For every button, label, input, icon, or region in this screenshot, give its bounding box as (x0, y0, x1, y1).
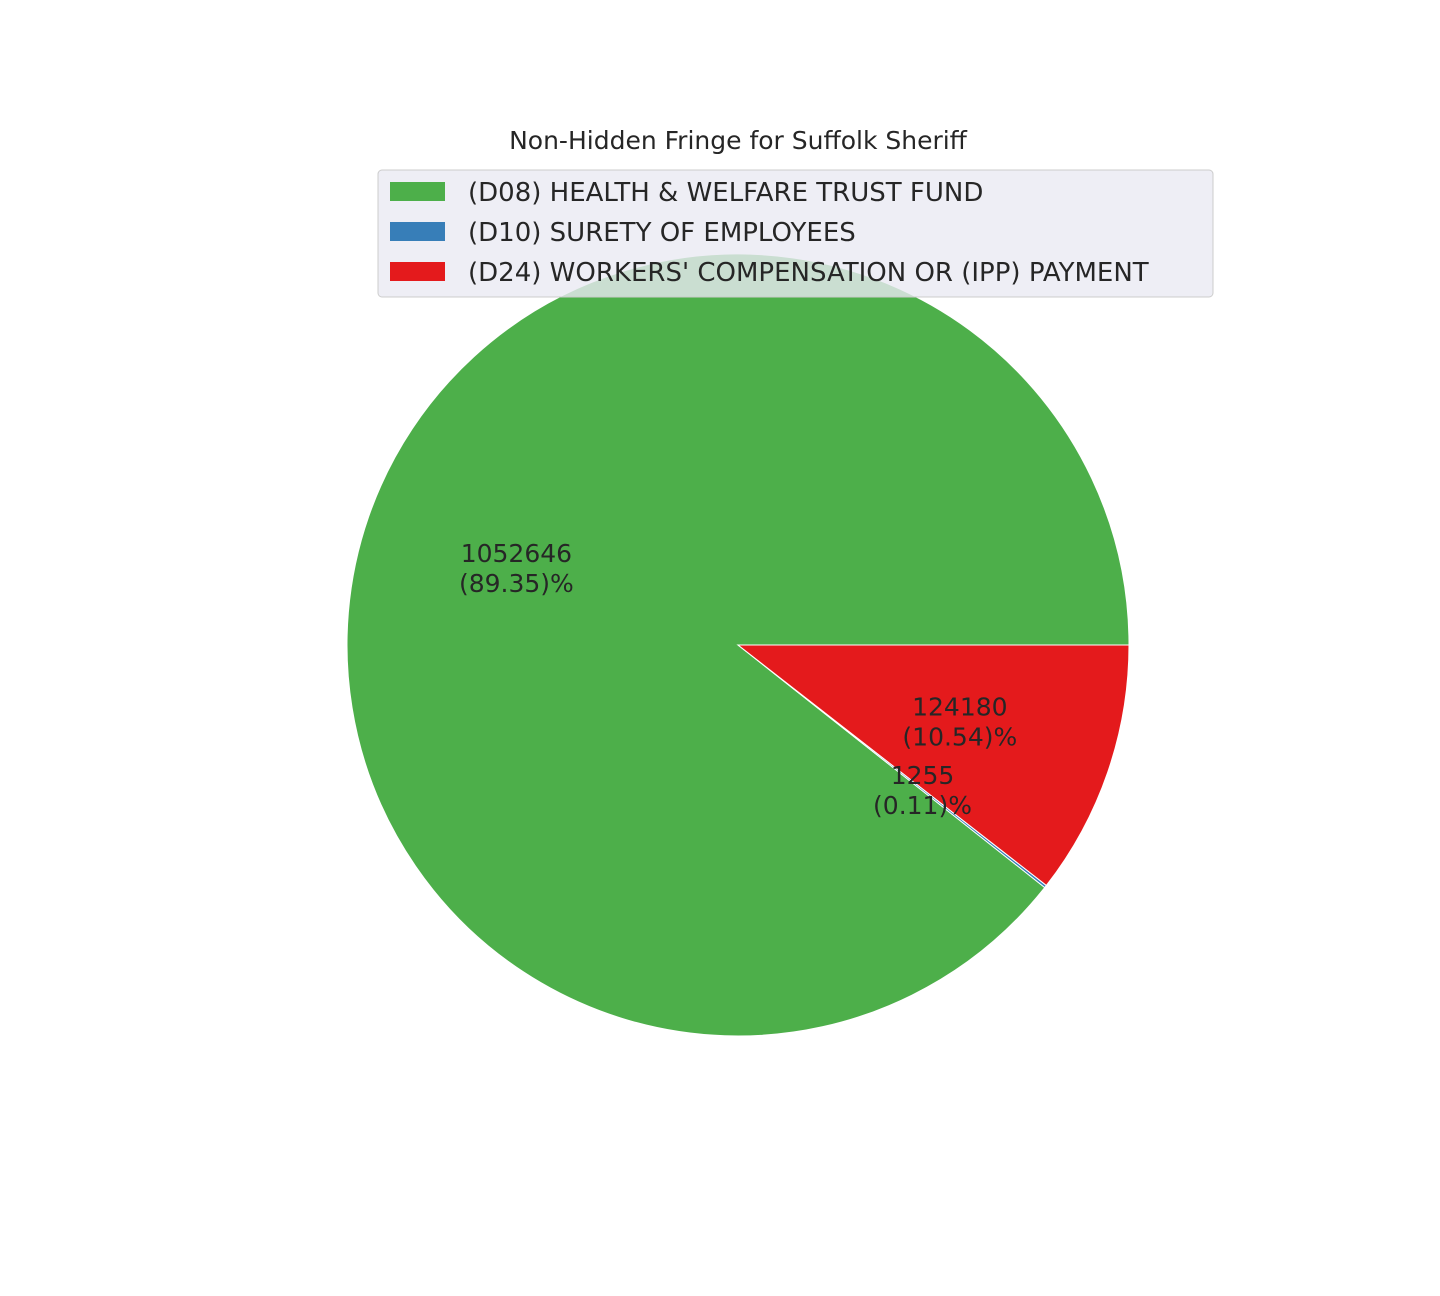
slice-percent-label: (0.11)% (873, 791, 972, 820)
legend-swatch-2 (390, 222, 445, 241)
slice-value-label: 124180 (912, 692, 1007, 721)
legend-label-1: (D08) HEALTH & WELFARE TRUST FUND (468, 178, 983, 208)
slice-label-3: 124180 (10.54)% (902, 692, 1017, 751)
legend-label-2: (D10) SURETY OF EMPLOYEES (468, 218, 856, 248)
slice-value-label: 1255 (891, 761, 955, 790)
slice-percent-label: (10.54)% (902, 722, 1017, 751)
legend: (D08) HEALTH & WELFARE TRUST FUND (D10) S… (377, 169, 1214, 298)
slice-label-2: 1255 (0.11)% (873, 761, 972, 820)
pie-slice-3 (736, 644, 1130, 887)
slice-labels: 1052646 (89.35)% 1255 (0.11)% 124180 (10.54)% (459, 539, 1017, 820)
legend-swatch-1 (390, 182, 445, 201)
legend-label-3: (D24) WORKERS' COMPENSATION OR (IPP) PAY… (468, 258, 1149, 288)
legend-swatch-3 (390, 262, 445, 281)
pie-slices (346, 253, 1130, 1037)
slice-value-label: 1052646 (461, 539, 572, 568)
legend-box (377, 169, 1214, 298)
slice-percent-label: (89.35)% (459, 569, 574, 598)
chart-title: Non-Hidden Fringe for Suffolk Sheriff (509, 126, 968, 155)
slice-label-1: 1052646 (89.35)% (459, 539, 574, 598)
